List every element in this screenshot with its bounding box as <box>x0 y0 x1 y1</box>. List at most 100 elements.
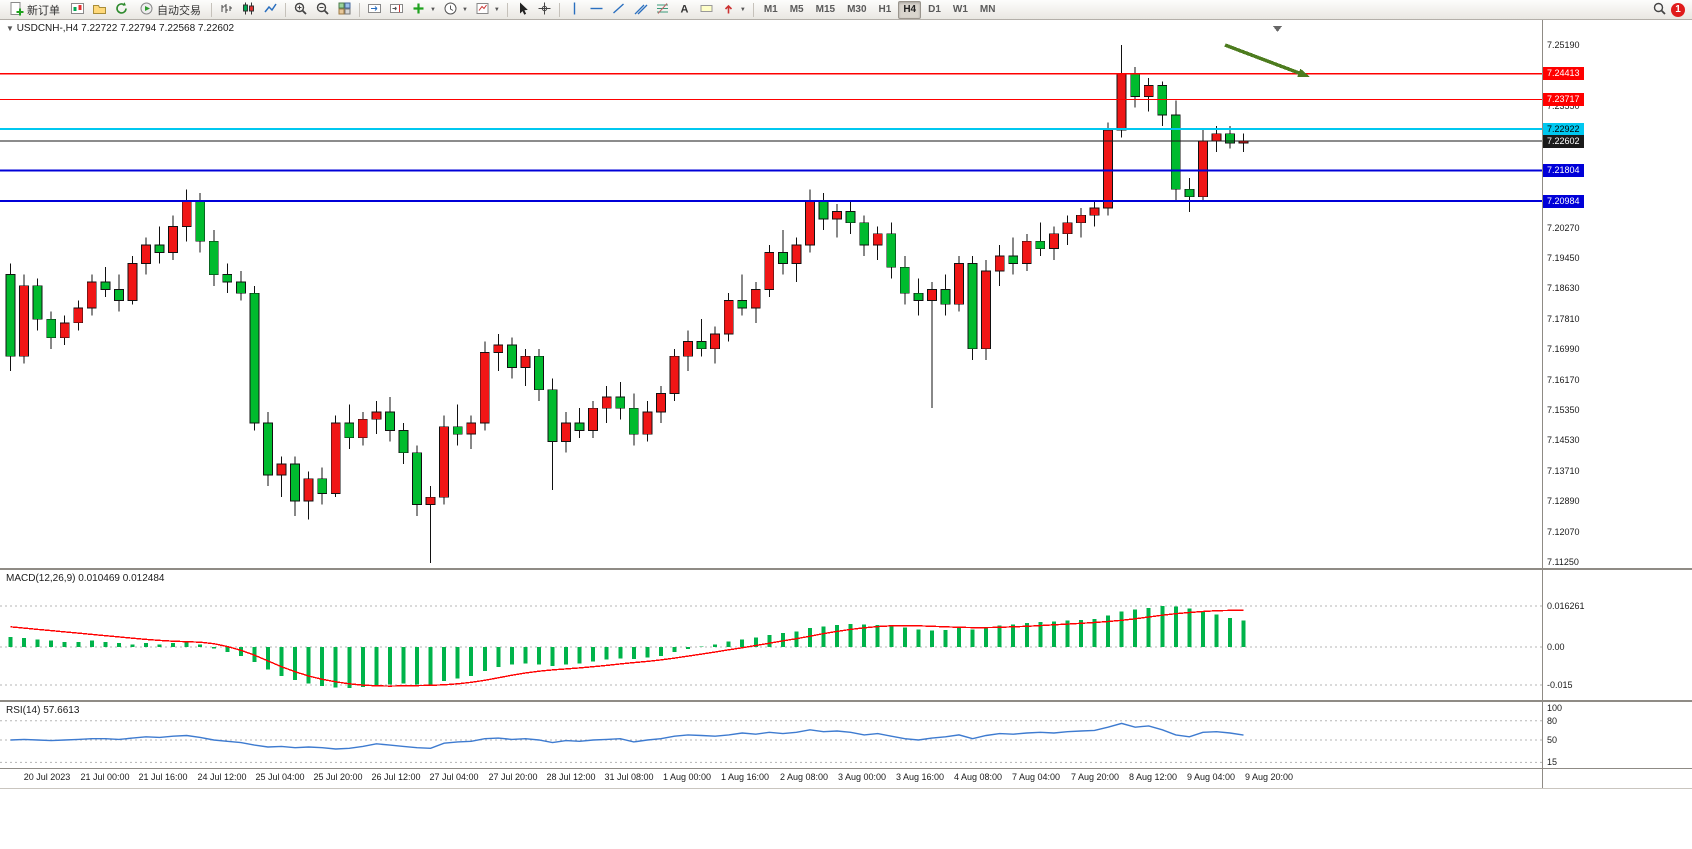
new-order-button[interactable]: 新订单 <box>3 1 66 18</box>
indicators-button[interactable]: ▼ <box>408 1 439 18</box>
chart-window-button[interactable] <box>67 1 88 18</box>
price-tick-label: 7.25190 <box>1547 40 1580 50</box>
pane-divider[interactable] <box>0 700 1692 702</box>
timeframe-m5[interactable]: M5 <box>789 4 804 15</box>
bar-chart-type-button[interactable] <box>216 1 237 18</box>
macd-name: MACD(12,26,9) <box>6 573 76 584</box>
time-tick-label: 1 Aug 00:00 <box>662 772 712 782</box>
zoom-out-icon <box>315 1 330 19</box>
macd-label: MACD(12,26,9) 0.010469 0.012484 <box>6 573 164 584</box>
refresh-icon <box>114 1 129 19</box>
separator <box>359 2 360 17</box>
time-tick-label: 25 Jul 04:00 <box>255 772 305 782</box>
macd-canvas[interactable] <box>0 570 1542 700</box>
price-line-badge: 7.20984 <box>1543 195 1584 208</box>
collapse-icon[interactable]: ▼ <box>6 24 14 33</box>
auto-trading-button[interactable]: 自动交易 <box>133 1 207 18</box>
price-chart-canvas[interactable] <box>0 20 1542 568</box>
dropdown-arrow-icon: ▼ <box>739 6 746 13</box>
chart-shift-button[interactable] <box>386 1 407 18</box>
timeframe-m1[interactable]: M1 <box>763 4 778 15</box>
refresh-button[interactable] <box>111 1 132 18</box>
timeframe-w1[interactable]: W1 <box>952 4 968 15</box>
price-tick-label: 7.16170 <box>1547 375 1580 385</box>
timeframe-d1[interactable]: D1 <box>928 4 941 15</box>
timeframe-m15[interactable]: M15 <box>815 4 836 15</box>
time-tick-label: 27 Jul 04:00 <box>429 772 479 782</box>
label-icon <box>699 1 714 19</box>
price-tick-label: 7.12890 <box>1547 496 1580 506</box>
time-tick-label: 9 Aug 04:00 <box>1186 772 1236 782</box>
timeframe-h1[interactable]: H1 <box>878 4 892 15</box>
cursor-icon <box>515 1 530 19</box>
chart-window-icon <box>70 1 85 19</box>
separator <box>211 2 212 17</box>
tile-windows-button[interactable] <box>334 1 355 18</box>
rsi-tick-label: 80 <box>1547 716 1558 726</box>
price-tick-label: 7.12070 <box>1547 527 1580 537</box>
line-chart-type-button[interactable] <box>260 1 281 18</box>
pane-divider[interactable] <box>0 568 1692 570</box>
text-button[interactable]: A <box>674 1 695 18</box>
horizontal-line-button[interactable] <box>586 1 607 18</box>
rsi-canvas[interactable] <box>0 702 1542 768</box>
rsi-name: RSI(14) <box>6 705 41 716</box>
toolbar: 新订单 自动交易 ▼ ▼ ▼ A ▼ M1 M5 M15 M30 H1 H4 D1 W1 MN … <box>0 0 1692 20</box>
time-tick-label: 8 Aug 12:00 <box>1128 772 1178 782</box>
template-icon <box>475 1 490 19</box>
vertical-line-button[interactable] <box>564 1 585 18</box>
cursor-button[interactable] <box>512 1 533 18</box>
profiles-icon <box>92 1 107 19</box>
search-button[interactable] <box>1649 1 1670 18</box>
fibonacci-button[interactable] <box>652 1 673 18</box>
zoom-in-button[interactable] <box>290 1 311 18</box>
price-tick-label: 7.19450 <box>1547 253 1580 263</box>
timeframe-mn[interactable]: MN <box>979 4 996 15</box>
templates-button[interactable]: ▼ <box>472 1 503 18</box>
price-tick-label: 7.14530 <box>1547 435 1580 445</box>
clock-icon <box>443 1 458 19</box>
time-tick-label: 7 Aug 20:00 <box>1070 772 1120 782</box>
vertical-line-icon <box>567 1 582 19</box>
price-axis-divider <box>1542 20 1543 788</box>
separator <box>285 2 286 17</box>
price-tick-label: 7.20270 <box>1547 223 1580 233</box>
time-axis-divider <box>0 768 1692 769</box>
profiles-button[interactable] <box>89 1 110 18</box>
time-tick-label: 2 Aug 08:00 <box>779 772 829 782</box>
rsi-label: RSI(14) 57.6613 <box>6 705 79 716</box>
line-chart-icon <box>263 1 278 19</box>
price-tick-label: 7.18630 <box>1547 283 1580 293</box>
notification-badge[interactable]: 1 <box>1671 2 1685 17</box>
arrows-object-button[interactable]: ▼ <box>718 1 749 18</box>
auto-scroll-button[interactable] <box>364 1 385 18</box>
auto-trading-icon <box>139 1 154 19</box>
chart-shift-marker <box>1273 26 1282 32</box>
trendline-button[interactable] <box>608 1 629 18</box>
timeframe-h4[interactable]: H4 <box>898 0 922 19</box>
time-tick-label: 3 Aug 00:00 <box>837 772 887 782</box>
price-line-badge: 7.22602 <box>1543 135 1584 148</box>
zoom-out-button[interactable] <box>312 1 333 18</box>
trendline-icon <box>611 1 626 19</box>
label-button[interactable] <box>696 1 717 18</box>
timeframe-m30[interactable]: M30 <box>847 4 867 15</box>
price-tick-label: 7.17810 <box>1547 314 1580 324</box>
indicators-plus-icon <box>411 1 426 19</box>
price-line-badge: 7.21804 <box>1543 164 1584 177</box>
channel-icon <box>633 1 648 19</box>
candlestick-type-button[interactable] <box>238 1 259 18</box>
periods-button[interactable]: ▼ <box>440 1 471 18</box>
channel-button[interactable] <box>630 1 651 18</box>
chart-window[interactable]: ▼ USDCNH-,H4 7.22722 7.22794 7.22568 7.2… <box>0 20 1692 849</box>
arrow-object-icon <box>721 1 736 19</box>
macd-tick-label: 0.00 <box>1547 642 1565 652</box>
new-order-label: 新订单 <box>27 4 60 17</box>
price-line-badge: 7.24413 <box>1543 67 1584 80</box>
horizontal-line-icon <box>589 1 604 19</box>
rsi-tick-label: 15 <box>1547 757 1558 767</box>
time-tick-label: 1 Aug 16:00 <box>720 772 770 782</box>
crosshair-button[interactable] <box>534 1 555 18</box>
bottom-divider <box>0 788 1692 789</box>
zoom-in-icon <box>293 1 308 19</box>
